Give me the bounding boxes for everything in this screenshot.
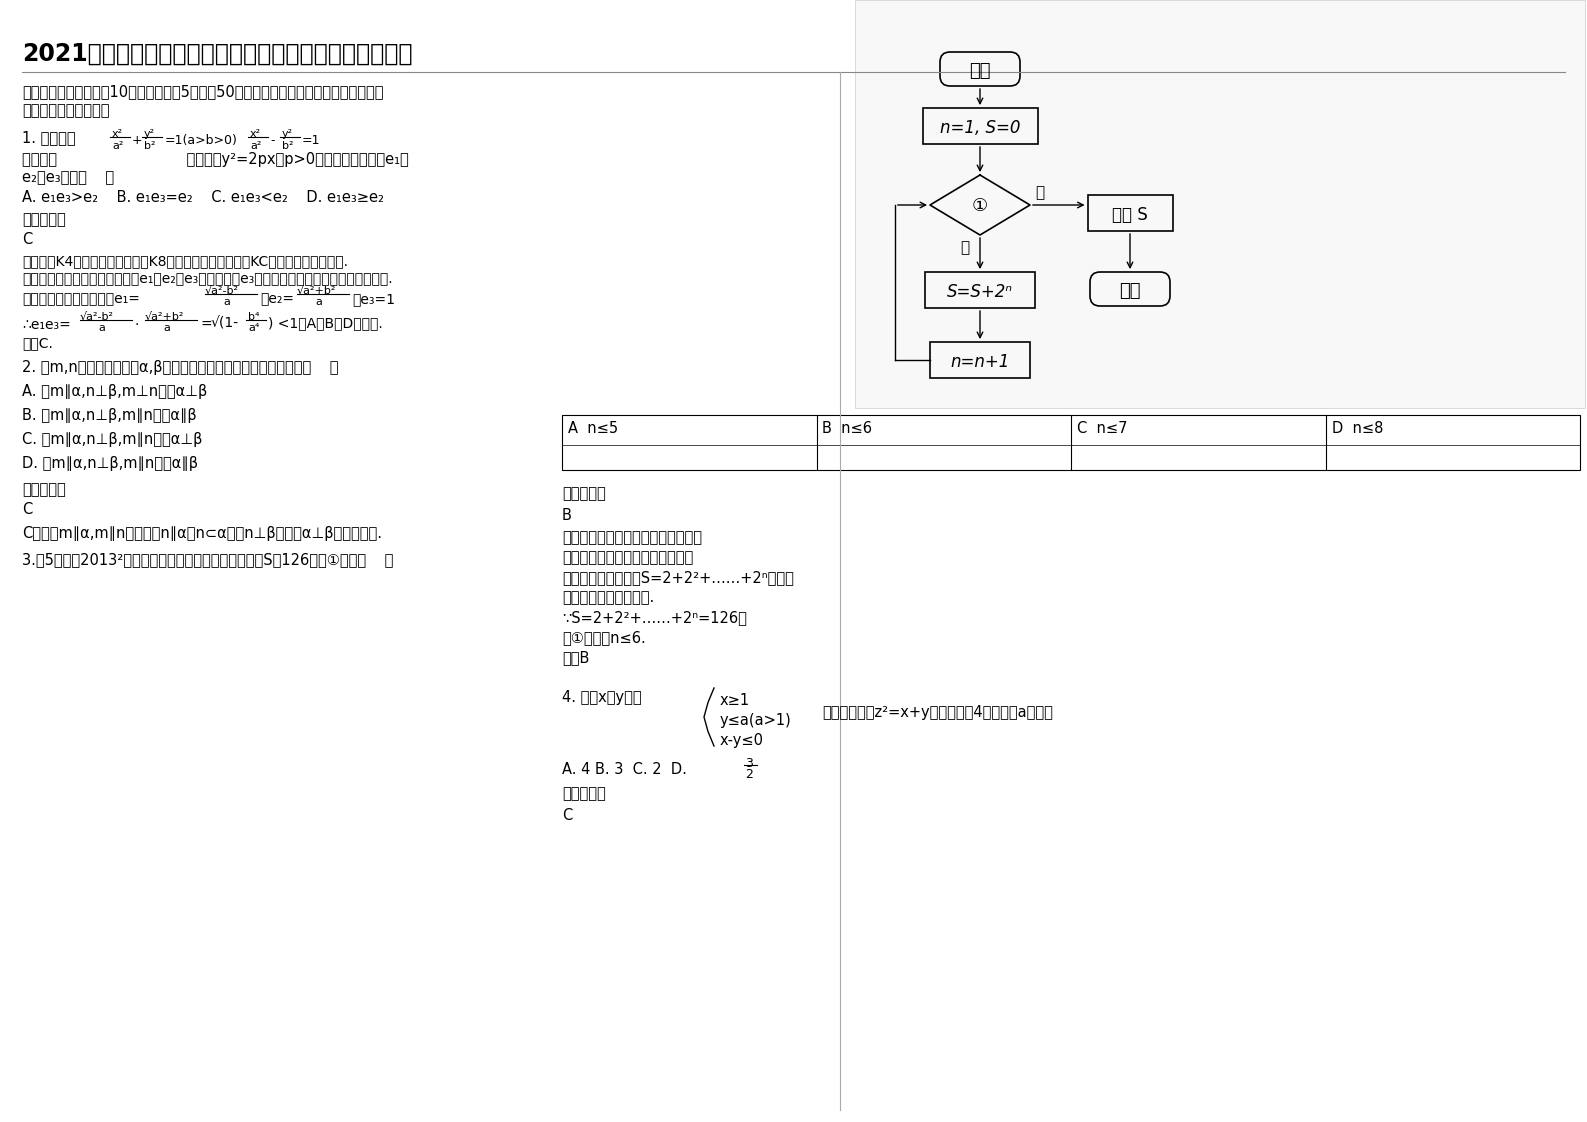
Bar	[930, 342, 1030, 378]
Text: B  n≤6: B n≤6	[822, 421, 873, 436]
Text: S=S+2ⁿ: S=S+2ⁿ	[947, 283, 1013, 301]
Text: 3.（5分）（2013²中山一模）若如图的程序框图输出的S是126，则①应为（    ）: 3.（5分）（2013²中山一模）若如图的程序框图输出的S是126，则①应为（ …	[22, 552, 394, 567]
Text: ，双曲线                            和抛物线y²=2px（p>0）的离心率分别为e₁、: ，双曲线 和抛物线y²=2px（p>0）的离心率分别为e₁、	[22, 151, 409, 167]
Text: 2: 2	[744, 767, 752, 781]
Text: a: a	[314, 297, 322, 307]
Text: b⁴: b⁴	[248, 312, 260, 322]
Text: 结束: 结束	[1119, 282, 1141, 300]
Text: 1. 已知椭圆: 1. 已知椭圆	[22, 130, 76, 145]
Text: x²: x²	[251, 129, 262, 139]
Text: √a²-b²: √a²-b²	[79, 312, 114, 322]
Text: 再根据流程图所示的顺序，可知：: 再根据流程图所示的顺序，可知：	[562, 550, 694, 565]
Text: 故选C.: 故选C.	[22, 335, 52, 350]
Text: √a²+b²: √a²+b²	[297, 286, 336, 296]
Text: C. 若m∥α,n⊥β,m∥n，则α⊥β: C. 若m∥α,n⊥β,m∥n，则α⊥β	[22, 432, 203, 447]
Text: y²: y²	[282, 129, 294, 139]
Text: D. 若m∥α,n⊥β,m∥n，则α∥β: D. 若m∥α,n⊥β,m∥n，则α∥β	[22, 456, 198, 471]
Text: 参考答案：: 参考答案：	[22, 212, 65, 227]
Text: C: C	[22, 502, 32, 517]
Text: ∵S=2+2²+……+2ⁿ=126，: ∵S=2+2²+……+2ⁿ=126，	[562, 610, 747, 625]
Text: 【解答】解：依题意可知e₁=: 【解答】解：依题意可知e₁=	[22, 292, 140, 306]
Text: a⁴: a⁴	[248, 323, 259, 333]
Text: =1(a>b>0): =1(a>b>0)	[165, 134, 238, 147]
Text: ) <1，A、B、D不正确.: ) <1，A、B、D不正确.	[268, 316, 382, 330]
Text: 【考点】K4：椭圆的简单性质；K8：抛物线的简单性质；KC：双曲线的简单性质.: 【考点】K4：椭圆的简单性质；K8：抛物线的简单性质；KC：双曲线的简单性质.	[22, 254, 348, 268]
Text: 开始: 开始	[970, 62, 990, 80]
Text: B. 若m∥α,n⊥β,m∥n，则α∥β: B. 若m∥α,n⊥β,m∥n，则α∥β	[22, 408, 197, 423]
Text: C  n≤7: C n≤7	[1078, 421, 1127, 436]
Text: 2021年四川省乐山市乌抛中学高三数学文月考试题含解析: 2021年四川省乐山市乌抛中学高三数学文月考试题含解析	[22, 42, 413, 66]
Text: √a²+b²: √a²+b²	[144, 312, 184, 322]
Text: ①: ①	[971, 197, 989, 215]
Text: n=1, S=0: n=1, S=0	[940, 119, 1020, 137]
Text: A. 4 B. 3  C. 2  D.: A. 4 B. 3 C. 2 D.	[562, 762, 692, 778]
Text: 3: 3	[744, 757, 752, 770]
Bar	[925, 272, 1035, 309]
Text: ·: ·	[135, 318, 140, 332]
Text: a: a	[163, 323, 170, 333]
Text: ，e₃=1: ，e₃=1	[352, 292, 395, 306]
Bar	[855, 0, 1585, 408]
Text: a²: a²	[113, 141, 124, 151]
Text: ∴e₁e₃=: ∴e₁e₃=	[22, 318, 71, 332]
Text: 一、选择题：本大题共10小题，每小题5分，共50分。在每小题给出的四个选项中，只有: 一、选择题：本大题共10小题，每小题5分，共50分。在每小题给出的四个选项中，只…	[22, 84, 384, 99]
Text: e₂、e₃，则（    ）: e₂、e₃，则（ ）	[22, 171, 114, 185]
Text: 该程序的作用是累加S=2+2²+……+2ⁿ的值，: 该程序的作用是累加S=2+2²+……+2ⁿ的值，	[562, 570, 794, 585]
Text: 4. 实数x，y满足: 4. 实数x，y满足	[562, 690, 641, 705]
Text: 参考答案：: 参考答案：	[22, 482, 65, 497]
Text: √(1-: √(1-	[211, 316, 240, 330]
Text: =: =	[200, 318, 211, 332]
Text: a²: a²	[251, 141, 262, 151]
Text: C: C	[562, 808, 573, 824]
Text: a: a	[98, 323, 105, 333]
Bar	[1087, 195, 1173, 231]
Text: ，若目标函数z²=x+y取到最大值4，则实数a的值为: ，若目标函数z²=x+y取到最大值4，则实数a的值为	[822, 705, 1052, 720]
Text: 故①中应填n≤6.: 故①中应填n≤6.	[562, 629, 646, 645]
Text: 参考答案：: 参考答案：	[562, 486, 606, 502]
Text: n=n+1: n=n+1	[951, 353, 1009, 371]
Text: C: C	[22, 232, 32, 247]
Text: 输出 S: 输出 S	[1112, 206, 1147, 224]
Text: 2. 设m,n是不同的直线，α,β是不同的平面，下列命题中正确的是（    ）: 2. 设m,n是不同的直线，α,β是不同的平面，下列命题中正确的是（ ）	[22, 360, 338, 375]
Text: x-y≤0: x-y≤0	[720, 733, 763, 748]
Text: A. 若m∥α,n⊥β,m⊥n，则α⊥β: A. 若m∥α,n⊥β,m⊥n，则α⊥β	[22, 384, 208, 399]
Text: 故选B: 故选B	[562, 650, 589, 665]
Text: A. e₁e₃>e₂    B. e₁e₃=e₂    C. e₁e₃<e₂    D. e₁e₃≥e₂: A. e₁e₃>e₂ B. e₁e₃=e₂ C. e₁e₃<e₂ D. e₁e₃…	[22, 190, 384, 205]
Text: ，e₂=: ，e₂=	[260, 292, 294, 306]
Text: x²: x²	[113, 129, 124, 139]
Text: A  n≤5: A n≤5	[568, 421, 617, 436]
Text: 是: 是	[960, 240, 970, 255]
Text: 否: 否	[1035, 185, 1044, 200]
Text: x≥1: x≥1	[720, 693, 751, 708]
Text: D  n≤8: D n≤8	[1331, 421, 1382, 436]
Text: a: a	[224, 297, 230, 307]
Text: 并输出满足循环的条件.: 并输出满足循环的条件.	[562, 590, 654, 605]
Text: -: -	[270, 134, 275, 147]
Text: +: +	[132, 134, 143, 147]
Text: √a²-b²: √a²-b²	[205, 286, 240, 296]
Text: b²: b²	[282, 141, 294, 151]
Text: y²: y²	[144, 129, 156, 139]
Text: 【分析】根据题意先分别表示出e₁、e₂和e₃，然后求得e₃的取值范围，检验选项中的结论即可.: 【分析】根据题意先分别表示出e₁、e₂和e₃，然后求得e₃的取值范围，检验选项中…	[22, 272, 392, 286]
Text: 参考答案：: 参考答案：	[562, 787, 606, 801]
Text: =1: =1	[302, 134, 321, 147]
Bar	[922, 108, 1038, 144]
Text: 分析程序中各变量、各语句的作用，: 分析程序中各变量、各语句的作用，	[562, 530, 701, 545]
Text: C中，当m∥α,m∥n，所以，n∥α或n⊂α，当n⊥β，所以α⊥β，所以正确.: C中，当m∥α,m∥n，所以，n∥α或n⊂α，当n⊥β，所以α⊥β，所以正确.	[22, 526, 382, 541]
Text: y≤a(a>1): y≤a(a>1)	[720, 712, 792, 728]
Text: 是一个符合题目要求的: 是一个符合题目要求的	[22, 103, 110, 118]
Bar	[562, 415, 1581, 470]
Text: B: B	[562, 508, 571, 523]
Text: b²: b²	[144, 141, 156, 151]
